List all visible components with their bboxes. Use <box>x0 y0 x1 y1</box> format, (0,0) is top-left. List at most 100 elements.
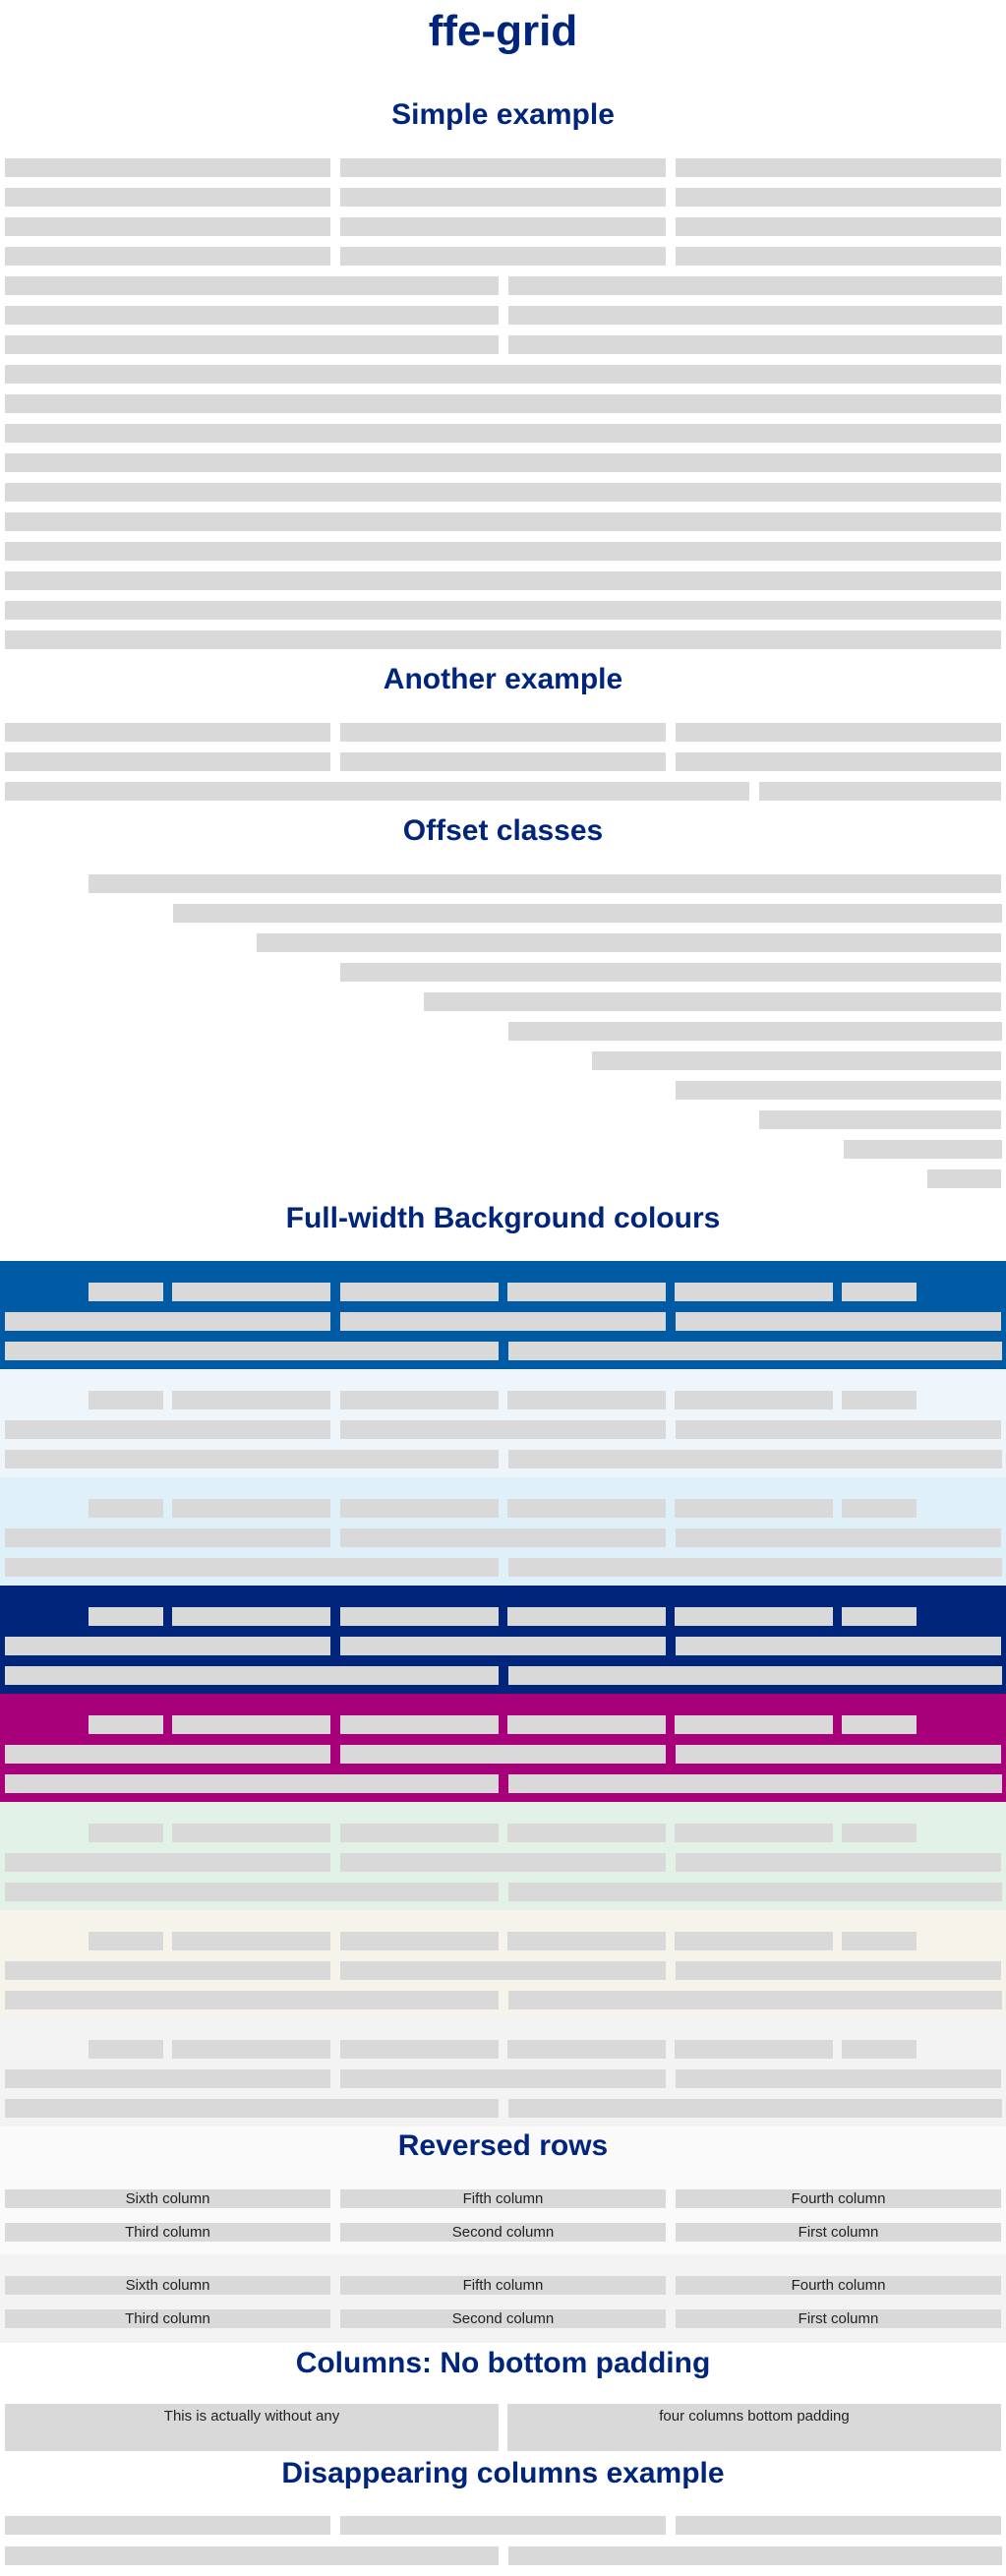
band-column <box>340 1312 666 1331</box>
band-column <box>89 1824 163 1842</box>
band-column <box>5 1883 499 1901</box>
band-column <box>676 1420 1001 1439</box>
offset-column <box>676 1081 1001 1100</box>
band-column <box>508 2099 1002 2118</box>
heading-full-width-backgrounds: Full-width Background colours <box>285 1202 721 1234</box>
band-column <box>842 1932 917 1950</box>
band-column <box>508 1342 1002 1360</box>
band-column <box>5 1312 330 1331</box>
band-column <box>675 1824 833 1842</box>
background-band-reversed-grey <box>0 2254 1006 2343</box>
band-column <box>676 1745 1001 1764</box>
band-column <box>675 1283 833 1301</box>
grid-column <box>340 217 666 236</box>
grid-column <box>676 188 1001 207</box>
grid-column <box>508 2546 1002 2565</box>
grid-column <box>5 601 1001 620</box>
band-column <box>172 1932 330 1950</box>
band-column <box>172 1607 330 1626</box>
grid-column <box>5 365 1001 384</box>
no-padding-cell-left: This is actually without any <box>5 2404 499 2451</box>
band-column <box>340 2040 499 2059</box>
offset-column <box>257 933 1001 952</box>
offset-column <box>424 992 1001 1011</box>
no-padding-text-left: This is actually without any <box>163 2408 340 2425</box>
band-column <box>675 1607 833 1626</box>
grid-column <box>5 217 330 236</box>
grid-column <box>5 424 1001 443</box>
reversed-cell: Fourth column <box>676 2189 1001 2208</box>
band-column <box>676 1528 1001 1547</box>
offset-column <box>759 1110 1001 1129</box>
reversed-cell: Fifth column <box>340 2276 666 2295</box>
band-column <box>507 1391 666 1409</box>
reversed-cell: Third column <box>5 2309 330 2328</box>
grid-column <box>759 782 1001 801</box>
band-column <box>89 1391 163 1409</box>
grid-column <box>508 335 1002 354</box>
grid-column <box>340 188 666 207</box>
band-column <box>5 1450 499 1468</box>
grid-column <box>5 571 1001 590</box>
heading-disappearing-columns: Disappearing columns example <box>281 2457 725 2489</box>
band-column <box>675 1715 833 1734</box>
grid-column <box>676 217 1001 236</box>
reversed-cell: First column <box>676 2223 1001 2242</box>
heading-offset-classes: Offset classes <box>402 814 604 847</box>
band-column <box>676 1312 1001 1331</box>
band-column <box>340 1853 666 1872</box>
band-column <box>89 1932 163 1950</box>
reversed-cell: Fourth column <box>676 2276 1001 2295</box>
grid-column <box>676 723 1001 742</box>
grid-column <box>340 158 666 177</box>
band-column <box>5 1745 330 1764</box>
offset-column <box>844 1140 1002 1159</box>
page-title: ffe-grid <box>428 7 578 55</box>
band-column <box>5 2099 499 2118</box>
band-column <box>340 1499 499 1518</box>
band-column <box>5 1420 330 1439</box>
band-column <box>340 1961 666 1980</box>
band-column <box>340 2069 666 2088</box>
band-column <box>842 1715 917 1734</box>
band-column <box>172 1391 330 1409</box>
band-column <box>507 1283 666 1301</box>
band-column <box>676 1961 1001 1980</box>
band-column <box>508 1774 1002 1793</box>
offset-column <box>592 1051 1001 1070</box>
no-padding-text-right: four columns bottom padding <box>659 2408 850 2425</box>
band-column <box>507 1499 666 1518</box>
grid-column <box>340 752 666 771</box>
heading-no-bottom-padding: Columns: No bottom padding <box>295 2347 711 2379</box>
grid-column <box>5 453 1001 472</box>
band-column <box>842 1283 917 1301</box>
band-column <box>172 1499 330 1518</box>
band-column <box>676 1853 1001 1872</box>
band-column <box>89 1607 163 1626</box>
offset-column <box>89 874 1001 893</box>
grid-column <box>5 483 1001 502</box>
grid-column <box>5 394 1001 413</box>
band-column <box>340 1715 499 1734</box>
band-column <box>5 1558 499 1577</box>
band-column <box>507 1824 666 1842</box>
band-column <box>842 1824 917 1842</box>
band-column <box>340 1420 666 1439</box>
band-column <box>172 1283 330 1301</box>
grid-column <box>5 335 499 354</box>
reversed-cell: Second column <box>340 2223 666 2242</box>
grid-column <box>340 2516 666 2535</box>
band-column <box>508 1558 1002 1577</box>
band-column <box>675 2040 833 2059</box>
reversed-cell: Sixth column <box>5 2189 330 2208</box>
band-column <box>842 1499 917 1518</box>
grid-column <box>508 276 1002 295</box>
grid-column <box>5 2516 330 2535</box>
reversed-cell: First column <box>676 2309 1001 2328</box>
band-column <box>5 1991 499 2009</box>
band-column <box>675 1499 833 1518</box>
grid-column <box>676 158 1001 177</box>
grid-column <box>5 512 1001 531</box>
grid-column <box>5 630 1001 649</box>
band-column <box>507 1607 666 1626</box>
